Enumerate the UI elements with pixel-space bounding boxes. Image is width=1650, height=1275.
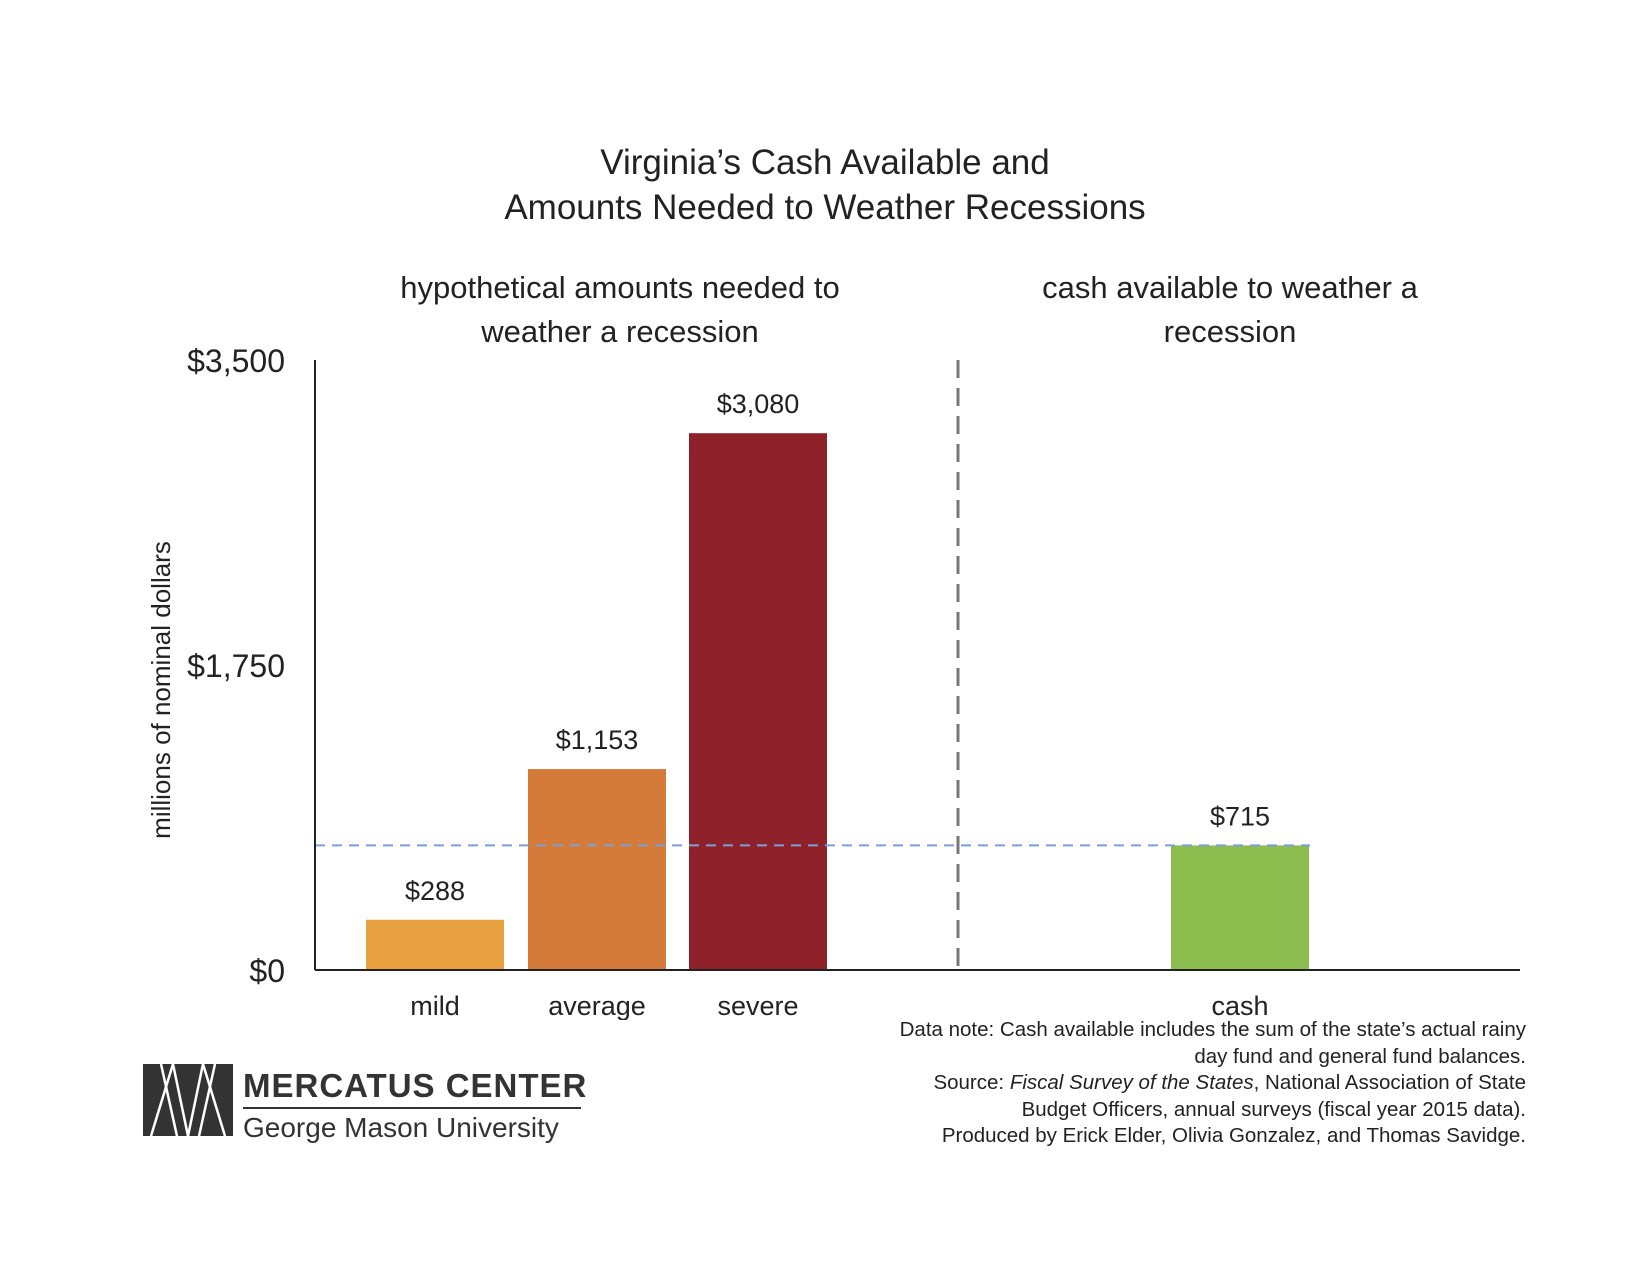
logo-divider — [243, 1107, 581, 1109]
chart-title-line-2: Amounts Needed to Weather Recessions — [504, 188, 1146, 227]
chart-title: Virginia’s Cash Available and Amounts Ne… — [0, 140, 1650, 230]
x-tick-label: average — [548, 991, 646, 1020]
produced-by: Produced by Erick Elder, Olivia Gonzalez… — [941, 1124, 1526, 1147]
mercatus-logo-mark-icon — [143, 1064, 233, 1136]
mercatus-logo: MERCATUS CENTER George Mason University — [143, 1064, 593, 1144]
y-tick-label: $1,750 — [187, 648, 285, 684]
group-header-needed-line-1: hypothetical amounts needed to — [400, 270, 840, 305]
group-header-needed: hypothetical amounts needed to weather a… — [360, 266, 880, 354]
data-label: $3,080 — [717, 389, 800, 419]
bar-chart: $0 $1,750 $3,500 millions of nominal dollar… — [146, 343, 1520, 1020]
x-tick-label: mild — [410, 991, 460, 1020]
source-rest: , National Association of State — [1253, 1071, 1526, 1094]
y-tick-label: $0 — [249, 953, 285, 989]
group-header-cash: cash available to weather a recession — [980, 266, 1480, 354]
y-tick-label: $3,500 — [187, 343, 285, 379]
bar-mild — [366, 919, 504, 970]
logo-subtitle: George Mason University — [243, 1112, 559, 1143]
bar-average — [528, 769, 666, 970]
data-note-line-1: Data note: Cash available includes the s… — [899, 1018, 1526, 1041]
group-header-cash-line-1: cash available to weather a — [1042, 270, 1418, 305]
source-prefix: Source: — [933, 1071, 1010, 1094]
y-axis-label: millions of nominal dollars — [146, 541, 176, 839]
source-line-2: Budget Officers, annual surveys (fiscal … — [1021, 1097, 1526, 1121]
logo-name: MERCATUS CENTER — [243, 1067, 588, 1104]
source-line: Source: Fiscal Survey of the States, Nat… — [826, 1070, 1526, 1097]
data-note-line-2: day fund and general fund balances. — [1194, 1044, 1526, 1068]
source-title: Fiscal Survey of the States — [1009, 1071, 1254, 1094]
bar-severe — [689, 433, 827, 970]
bar-cash — [1171, 845, 1309, 970]
data-note: Data note: Cash available includes the s… — [826, 1017, 1526, 1150]
data-label: $715 — [1210, 801, 1270, 831]
group-header-needed-line-2: weather a recession — [481, 314, 759, 349]
data-label: $288 — [405, 876, 465, 906]
x-tick-label: severe — [717, 991, 798, 1020]
data-label: $1,153 — [556, 725, 639, 755]
group-header-cash-line-2: recession — [1163, 314, 1297, 349]
x-tick-label: cash — [1211, 991, 1268, 1020]
chart-title-line-1: Virginia’s Cash Available and — [600, 143, 1050, 182]
